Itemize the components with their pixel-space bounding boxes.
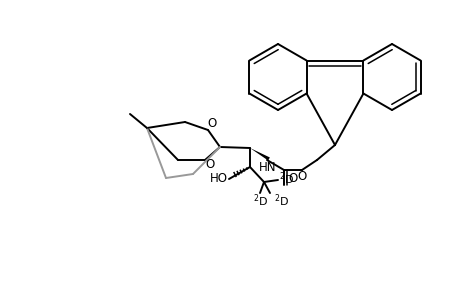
Text: O: O [288,172,297,185]
Text: O: O [207,116,216,130]
Text: O: O [297,169,306,182]
Text: HO: HO [210,172,228,184]
Text: HN: HN [259,160,276,173]
Text: $^{2}$D: $^{2}$D [274,193,289,209]
Polygon shape [249,148,269,161]
Text: $^{2}$D: $^{2}$D [279,171,294,187]
Text: $^{2}$D: $^{2}$D [253,193,268,209]
Text: O: O [205,158,214,170]
